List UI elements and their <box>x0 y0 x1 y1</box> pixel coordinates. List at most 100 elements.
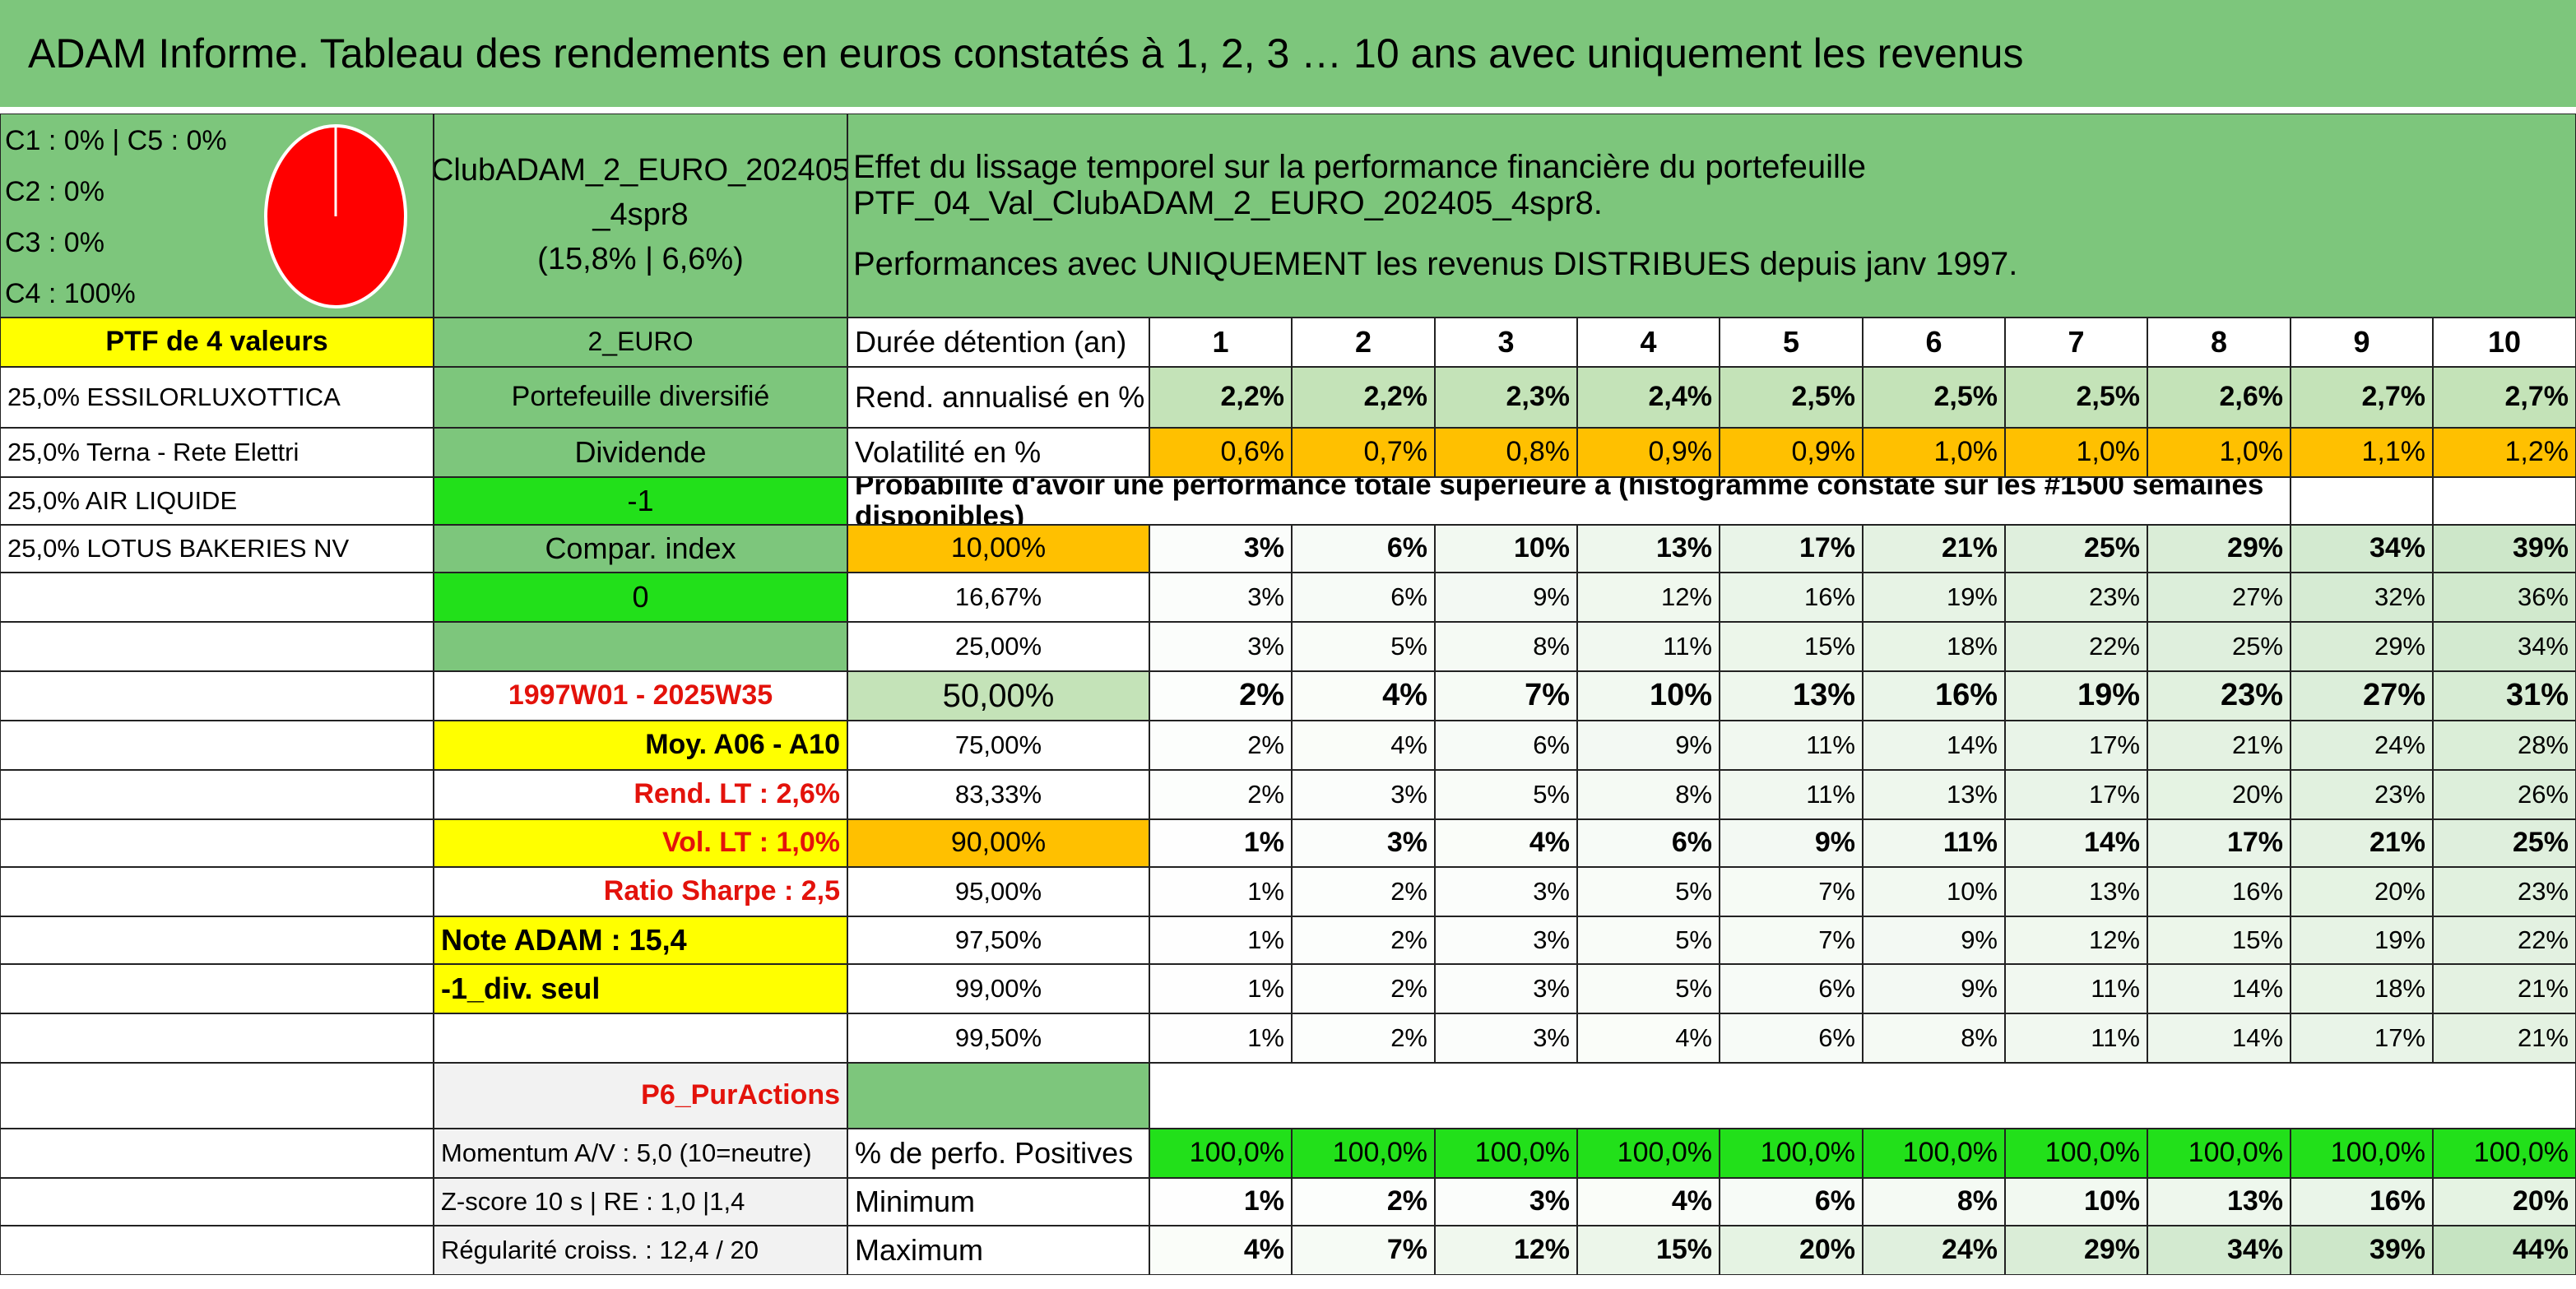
dividende-label: Dividende <box>434 428 847 477</box>
proba-value: 20% <box>2147 770 2291 819</box>
period-label: 1997W01 - 2025W35 <box>434 671 847 721</box>
portfolio-code: 2_EURO <box>434 318 847 367</box>
proba-value: 15% <box>2147 916 2291 964</box>
proba-value: 2% <box>1149 721 1292 770</box>
portfolio-name-panel: ClubADAM_2_EURO_202405 _4spr8 (15,8% | 6… <box>434 114 847 318</box>
rend-value: 2,7% <box>2433 367 2576 428</box>
proba-value: 2% <box>1292 916 1435 964</box>
proba-value: 19% <box>2291 916 2433 964</box>
year-header: 10 <box>2433 318 2576 367</box>
proba-value: 4% <box>1435 819 1577 867</box>
proba-value: 36% <box>2433 573 2576 622</box>
holding-item: 25,0% Terna - Rete Elettri <box>0 428 434 477</box>
rend-value: 2,5% <box>1720 367 1863 428</box>
proba-value: 29% <box>2147 525 2291 573</box>
rend-value: 2,2% <box>1292 367 1435 428</box>
proba-value: 34% <box>2433 622 2576 671</box>
proba-value: 25% <box>2147 622 2291 671</box>
proba-value: 5% <box>1435 770 1577 819</box>
empty-cell <box>0 1226 434 1275</box>
portfolio-name-line-2: _4spr8 <box>592 197 689 233</box>
proba-value: 1% <box>1149 867 1292 916</box>
maximum-value: 12% <box>1435 1226 1577 1275</box>
year-header: 8 <box>2147 318 2291 367</box>
rend-value: 2,6% <box>2147 367 2291 428</box>
proba-value: 10% <box>1863 867 2005 916</box>
proba-value: 18% <box>1863 622 2005 671</box>
proba-value: 25% <box>2005 525 2147 573</box>
proba-value: 3% <box>1149 622 1292 671</box>
proba-value: 2% <box>1149 770 1292 819</box>
year-header: 1 <box>1149 318 1292 367</box>
maximum-value: 34% <box>2147 1226 2291 1275</box>
positives-value: 100,0% <box>1863 1129 2005 1178</box>
empty-cell <box>0 671 434 721</box>
empty-cell <box>434 1013 847 1063</box>
empty-cell <box>0 1013 434 1063</box>
minimum-value: 1% <box>1149 1178 1292 1226</box>
vol-value: 1,0% <box>1863 428 2005 477</box>
proba-value: 25% <box>2433 819 2576 867</box>
proba-value: 3% <box>1435 916 1577 964</box>
year-header: 7 <box>2005 318 2147 367</box>
proba-value: 5% <box>1292 622 1435 671</box>
proba-value: 3% <box>1149 573 1292 622</box>
positives-value: 100,0% <box>1292 1129 1435 1178</box>
vol-value: 1,0% <box>2147 428 2291 477</box>
proba-value: 13% <box>1720 671 1863 721</box>
moy-label: Moy. A06 - A10 <box>434 721 847 770</box>
allocation-pie-chart <box>264 124 407 308</box>
proba-value: 31% <box>2433 671 2576 721</box>
empty-cell <box>0 1178 434 1226</box>
note-adam-label: Note ADAM : 15,4 <box>434 916 847 964</box>
proba-value: 19% <box>1863 573 2005 622</box>
proba-threshold: 99,00% <box>847 964 1149 1013</box>
proba-value: 23% <box>2005 573 2147 622</box>
proba-value: 21% <box>2433 964 2576 1013</box>
minus-one-value: -1 <box>434 477 847 525</box>
maximum-value: 7% <box>1292 1226 1435 1275</box>
proba-value: 9% <box>1435 573 1577 622</box>
minimum-value: 8% <box>1863 1178 2005 1226</box>
proba-value: 10% <box>1577 671 1720 721</box>
proba-value: 12% <box>1577 573 1720 622</box>
allocation-line-1: C1 : 0% | C5 : 0% <box>5 125 227 156</box>
allocation-line-2: C2 : 0% <box>5 176 104 207</box>
proba-value: 7% <box>1435 671 1577 721</box>
proba-threshold: 10,00% <box>847 525 1149 573</box>
proba-value: 21% <box>2433 1013 2576 1063</box>
regularite-label: Régularité croiss. : 12,4 / 20 <box>434 1226 847 1275</box>
proba-value: 8% <box>1435 622 1577 671</box>
maximum-label: Maximum <box>847 1226 1149 1275</box>
minimum-value: 13% <box>2147 1178 2291 1226</box>
maximum-value: 44% <box>2433 1226 2576 1275</box>
proba-value: 7% <box>1720 916 1863 964</box>
portfolio-name-line-1: ClubADAM_2_EURO_202405 <box>434 153 847 188</box>
vol-value: 1,0% <box>2005 428 2147 477</box>
proba-value: 1% <box>1149 1013 1292 1063</box>
proba-threshold: 90,00% <box>847 819 1149 867</box>
proba-value: 22% <box>2433 916 2576 964</box>
minimum-label: Minimum <box>847 1178 1149 1226</box>
allocation-line-3: C3 : 0% <box>5 227 104 258</box>
vol-value: 0,6% <box>1149 428 1292 477</box>
vol-value: 0,9% <box>1577 428 1720 477</box>
description-line-2: Performances avec UNIQUEMENT les revenus… <box>853 246 2018 282</box>
proba-value: 16% <box>2147 867 2291 916</box>
proba-value: 8% <box>1863 1013 2005 1063</box>
vol-lt-label: Vol. LT : 1,0% <box>434 819 847 867</box>
proba-value: 11% <box>1577 622 1720 671</box>
empty-cell <box>0 819 434 867</box>
proba-value: 26% <box>2433 770 2576 819</box>
description-panel: Effet du lissage temporel sur la perform… <box>847 114 2576 318</box>
empty-cell <box>2433 477 2576 525</box>
proba-threshold: 25,00% <box>847 622 1149 671</box>
proba-value: 20% <box>2291 867 2433 916</box>
vol-value: 1,2% <box>2433 428 2576 477</box>
proba-value: 6% <box>1720 964 1863 1013</box>
proba-value: 3% <box>1149 525 1292 573</box>
proba-value: 9% <box>1863 964 2005 1013</box>
proba-value: 3% <box>1435 1013 1577 1063</box>
zscore-label: Z-score 10 s | RE : 1,0 |1,4 <box>434 1178 847 1226</box>
proba-value: 6% <box>1577 819 1720 867</box>
